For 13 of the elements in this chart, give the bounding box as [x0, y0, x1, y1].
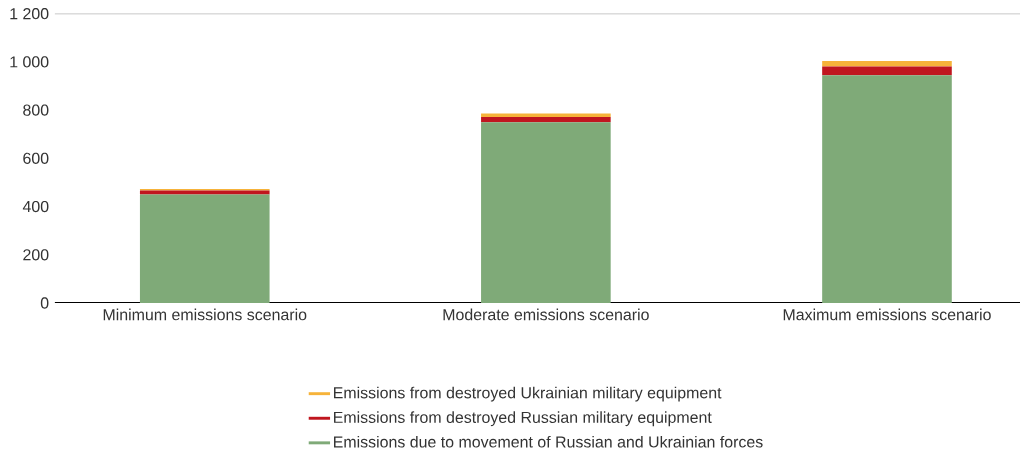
legend-label: Emissions due to movement of Russian and Ukrainian forces [334, 435, 763, 448]
y-tick-label: 800 [23, 104, 49, 116]
y-tick-label: 0 [40, 297, 49, 309]
y-tick-label: 200 [23, 249, 49, 261]
y-tick-label: 400 [22, 200, 49, 213]
x-tick-label: Maximum emissions scenario [783, 308, 991, 321]
legend-label: Emissions from destroyed Russian military equipment [334, 411, 712, 427]
y-tick-label: 1 000 [10, 56, 49, 68]
y-tick-label: 1 200 [10, 8, 49, 20]
x-tick-label: Moderate emissions scenario [443, 308, 649, 321]
legend-label: Emissions from destroyed Ukrainian military equipment [334, 386, 722, 402]
y-tick-label: 600 [23, 152, 49, 164]
x-tick-label: Minimum emissions scenario [103, 308, 307, 321]
